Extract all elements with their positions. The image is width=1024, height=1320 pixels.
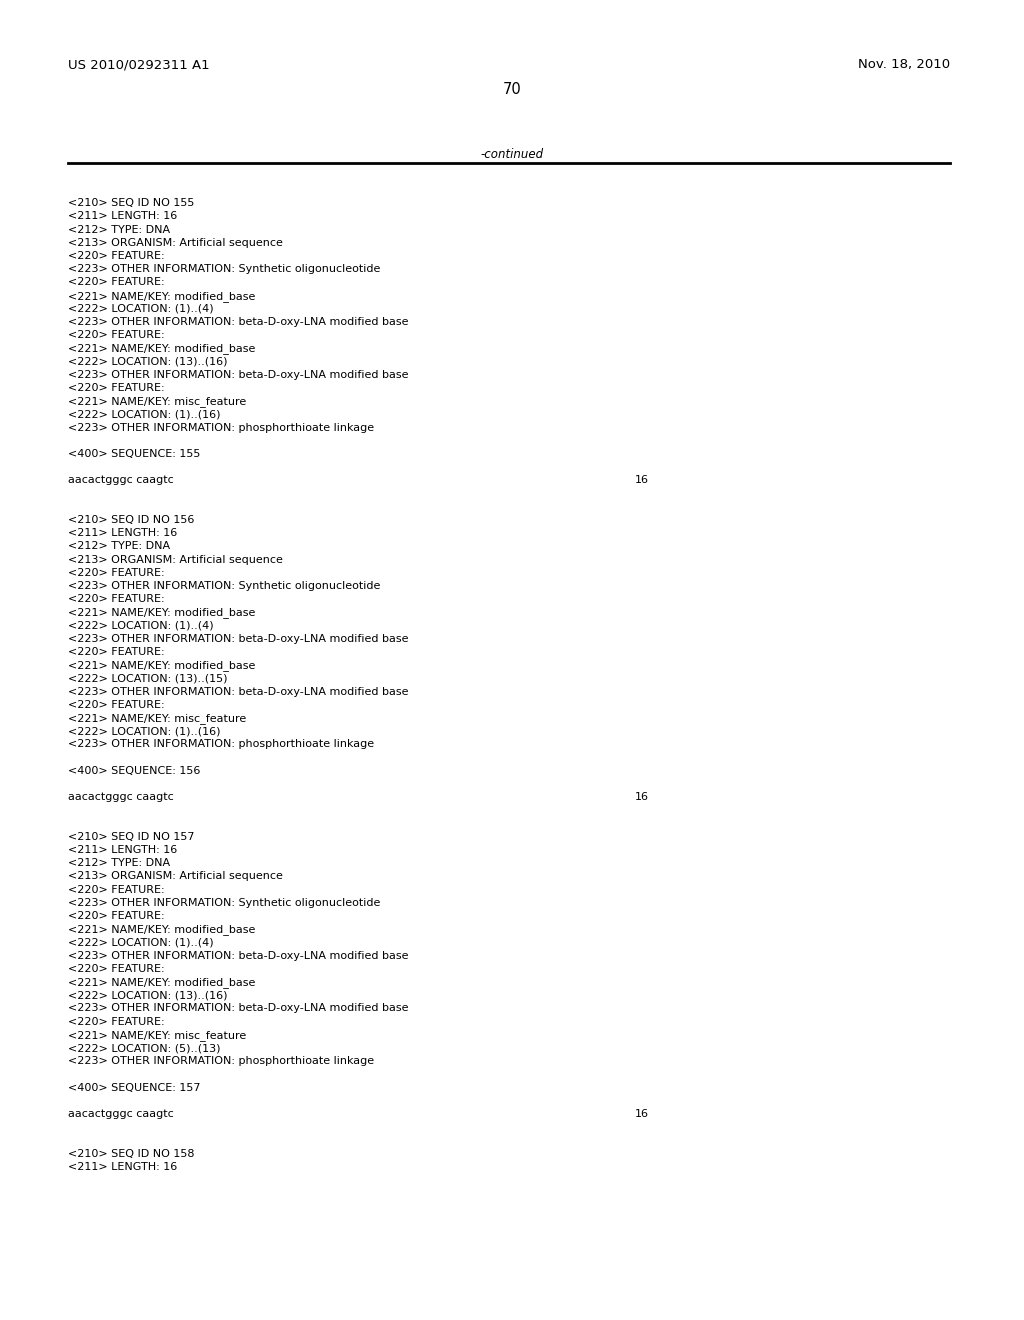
Text: <222> LOCATION: (13)..(16): <222> LOCATION: (13)..(16) xyxy=(68,356,227,367)
Text: <220> FEATURE:: <220> FEATURE: xyxy=(68,1016,165,1027)
Text: <223> OTHER INFORMATION: beta-D-oxy-LNA modified base: <223> OTHER INFORMATION: beta-D-oxy-LNA … xyxy=(68,370,409,380)
Text: <220> FEATURE:: <220> FEATURE: xyxy=(68,647,165,657)
Text: <221> NAME/KEY: modified_base: <221> NAME/KEY: modified_base xyxy=(68,607,255,618)
Text: 16: 16 xyxy=(635,792,649,803)
Text: <222> LOCATION: (13)..(16): <222> LOCATION: (13)..(16) xyxy=(68,990,227,1001)
Text: <223> OTHER INFORMATION: phosphorthioate linkage: <223> OTHER INFORMATION: phosphorthioate… xyxy=(68,422,374,433)
Text: <220> FEATURE:: <220> FEATURE: xyxy=(68,383,165,393)
Text: US 2010/0292311 A1: US 2010/0292311 A1 xyxy=(68,58,210,71)
Text: <213> ORGANISM: Artificial sequence: <213> ORGANISM: Artificial sequence xyxy=(68,871,283,882)
Text: <223> OTHER INFORMATION: Synthetic oligonucleotide: <223> OTHER INFORMATION: Synthetic oligo… xyxy=(68,898,380,908)
Text: <211> LENGTH: 16: <211> LENGTH: 16 xyxy=(68,1162,177,1172)
Text: <220> FEATURE:: <220> FEATURE: xyxy=(68,277,165,288)
Text: <221> NAME/KEY: misc_feature: <221> NAME/KEY: misc_feature xyxy=(68,396,246,407)
Text: <222> LOCATION: (1)..(16): <222> LOCATION: (1)..(16) xyxy=(68,726,220,737)
Text: <400> SEQUENCE: 156: <400> SEQUENCE: 156 xyxy=(68,766,201,776)
Text: <220> FEATURE:: <220> FEATURE: xyxy=(68,964,165,974)
Text: <221> NAME/KEY: modified_base: <221> NAME/KEY: modified_base xyxy=(68,977,255,987)
Text: <210> SEQ ID NO 157: <210> SEQ ID NO 157 xyxy=(68,832,195,842)
Text: <221> NAME/KEY: modified_base: <221> NAME/KEY: modified_base xyxy=(68,660,255,671)
Text: <223> OTHER INFORMATION: beta-D-oxy-LNA modified base: <223> OTHER INFORMATION: beta-D-oxy-LNA … xyxy=(68,1003,409,1014)
Text: aacactgggc caagtc: aacactgggc caagtc xyxy=(68,1109,174,1119)
Text: <400> SEQUENCE: 157: <400> SEQUENCE: 157 xyxy=(68,1082,201,1093)
Text: <212> TYPE: DNA: <212> TYPE: DNA xyxy=(68,224,170,235)
Text: <222> LOCATION: (5)..(13): <222> LOCATION: (5)..(13) xyxy=(68,1043,220,1053)
Text: <213> ORGANISM: Artificial sequence: <213> ORGANISM: Artificial sequence xyxy=(68,554,283,565)
Text: <212> TYPE: DNA: <212> TYPE: DNA xyxy=(68,541,170,552)
Text: 16: 16 xyxy=(635,1109,649,1119)
Text: <223> OTHER INFORMATION: phosphorthioate linkage: <223> OTHER INFORMATION: phosphorthioate… xyxy=(68,739,374,750)
Text: <222> LOCATION: (1)..(4): <222> LOCATION: (1)..(4) xyxy=(68,937,214,948)
Text: <221> NAME/KEY: misc_feature: <221> NAME/KEY: misc_feature xyxy=(68,713,246,723)
Text: <220> FEATURE:: <220> FEATURE: xyxy=(68,700,165,710)
Text: <220> FEATURE:: <220> FEATURE: xyxy=(68,594,165,605)
Text: <221> NAME/KEY: modified_base: <221> NAME/KEY: modified_base xyxy=(68,343,255,354)
Text: <223> OTHER INFORMATION: beta-D-oxy-LNA modified base: <223> OTHER INFORMATION: beta-D-oxy-LNA … xyxy=(68,950,409,961)
Text: <220> FEATURE:: <220> FEATURE: xyxy=(68,330,165,341)
Text: <213> ORGANISM: Artificial sequence: <213> ORGANISM: Artificial sequence xyxy=(68,238,283,248)
Text: <222> LOCATION: (13)..(15): <222> LOCATION: (13)..(15) xyxy=(68,673,227,684)
Text: <222> LOCATION: (1)..(4): <222> LOCATION: (1)..(4) xyxy=(68,304,214,314)
Text: <221> NAME/KEY: misc_feature: <221> NAME/KEY: misc_feature xyxy=(68,1030,246,1040)
Text: <211> LENGTH: 16: <211> LENGTH: 16 xyxy=(68,528,177,539)
Text: <221> NAME/KEY: modified_base: <221> NAME/KEY: modified_base xyxy=(68,924,255,935)
Text: aacactgggc caagtc: aacactgggc caagtc xyxy=(68,475,174,486)
Text: <220> FEATURE:: <220> FEATURE: xyxy=(68,911,165,921)
Text: 70: 70 xyxy=(503,82,521,96)
Text: <223> OTHER INFORMATION: Synthetic oligonucleotide: <223> OTHER INFORMATION: Synthetic oligo… xyxy=(68,264,380,275)
Text: <223> OTHER INFORMATION: beta-D-oxy-LNA modified base: <223> OTHER INFORMATION: beta-D-oxy-LNA … xyxy=(68,317,409,327)
Text: <212> TYPE: DNA: <212> TYPE: DNA xyxy=(68,858,170,869)
Text: <222> LOCATION: (1)..(16): <222> LOCATION: (1)..(16) xyxy=(68,409,220,420)
Text: <210> SEQ ID NO 156: <210> SEQ ID NO 156 xyxy=(68,515,195,525)
Text: <210> SEQ ID NO 155: <210> SEQ ID NO 155 xyxy=(68,198,195,209)
Text: 16: 16 xyxy=(635,475,649,486)
Text: <400> SEQUENCE: 155: <400> SEQUENCE: 155 xyxy=(68,449,201,459)
Text: Nov. 18, 2010: Nov. 18, 2010 xyxy=(858,58,950,71)
Text: <211> LENGTH: 16: <211> LENGTH: 16 xyxy=(68,211,177,222)
Text: <220> FEATURE:: <220> FEATURE: xyxy=(68,568,165,578)
Text: -continued: -continued xyxy=(480,148,544,161)
Text: aacactgggc caagtc: aacactgggc caagtc xyxy=(68,792,174,803)
Text: <223> OTHER INFORMATION: Synthetic oligonucleotide: <223> OTHER INFORMATION: Synthetic oligo… xyxy=(68,581,380,591)
Text: <223> OTHER INFORMATION: beta-D-oxy-LNA modified base: <223> OTHER INFORMATION: beta-D-oxy-LNA … xyxy=(68,686,409,697)
Text: <220> FEATURE:: <220> FEATURE: xyxy=(68,251,165,261)
Text: <223> OTHER INFORMATION: phosphorthioate linkage: <223> OTHER INFORMATION: phosphorthioate… xyxy=(68,1056,374,1067)
Text: <223> OTHER INFORMATION: beta-D-oxy-LNA modified base: <223> OTHER INFORMATION: beta-D-oxy-LNA … xyxy=(68,634,409,644)
Text: <211> LENGTH: 16: <211> LENGTH: 16 xyxy=(68,845,177,855)
Text: <210> SEQ ID NO 158: <210> SEQ ID NO 158 xyxy=(68,1148,195,1159)
Text: <220> FEATURE:: <220> FEATURE: xyxy=(68,884,165,895)
Text: <222> LOCATION: (1)..(4): <222> LOCATION: (1)..(4) xyxy=(68,620,214,631)
Text: <221> NAME/KEY: modified_base: <221> NAME/KEY: modified_base xyxy=(68,290,255,301)
